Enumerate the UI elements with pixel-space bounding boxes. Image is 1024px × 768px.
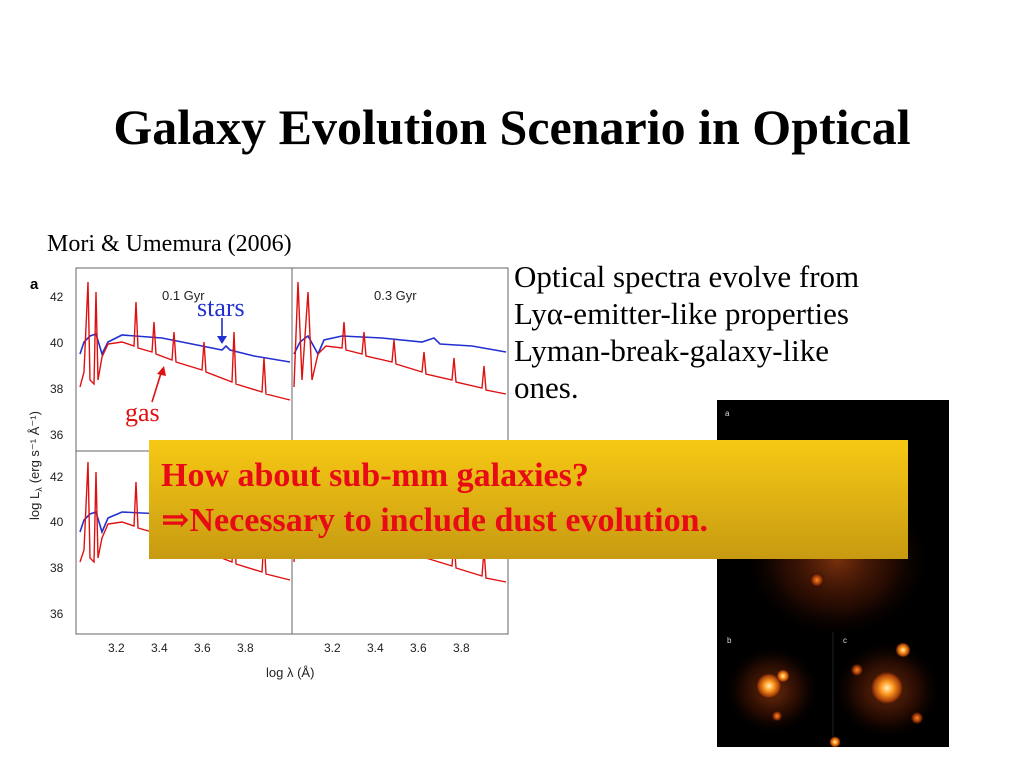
y-tick-42-bottom: 42 [50,470,64,484]
x-tick-3.4-right: 3.4 [367,641,384,655]
x-tick-3.6-right: 3.6 [410,641,427,655]
gas-spectrum-panel-2 [293,281,507,395]
y-axis-label-main: log L [27,492,42,520]
x-tick-3.6-left: 3.6 [194,641,211,655]
gas-arrow [151,369,163,403]
x-tick-3.2-right: 3.2 [324,641,341,655]
callout-line-2: ⇒Necessary to include dust evolution. [161,498,908,543]
callout-line-1: How about sub-mm galaxies? [161,457,589,494]
panel-label-0.1-gyr: 0.1 Gyr [162,288,205,303]
body-line-4: ones. [514,370,579,405]
y-axis-label-sub: λ [34,487,44,492]
x-axis-label: log λ (Å) [266,665,314,680]
sim-blob-b1 [755,672,783,700]
x-tick-3.4-left: 3.4 [151,641,168,655]
body-line-2: Lyα-emitter-like properties [514,295,984,332]
panel-label-0.3-gyr: 0.3 Gyr [374,288,417,303]
callout-line-2-text: Necessary to include dust evolution. [189,502,709,539]
y-tick-38-top: 38 [50,382,64,396]
x-tick-3.8-left: 3.8 [237,641,254,655]
panel-letter: a [30,276,39,293]
alpha-symbol: α [546,296,563,331]
sim-label-b: b [727,636,732,645]
sim-label-a: a [725,409,730,418]
stars-label: stars [197,293,245,322]
y-axis-label: log Lλ (erg s⁻¹ Å⁻¹) [27,411,44,520]
sim-blob-c2 [895,642,911,658]
y-tick-36-top: 36 [50,428,64,442]
y-tick-36-bottom: 36 [50,607,64,621]
gas-spectrum-panel-1 [79,281,291,401]
body-line-3: Lyman-break-galaxy-like [514,333,830,368]
y-tick-42-top: 42 [50,290,64,304]
body-line-2-prefix: Ly [514,296,547,331]
body-text: Optical spectra evolve from Lyα-emitter-… [514,258,984,406]
sim-label-c: c [843,636,847,645]
stars-spectrum-panel-2 [293,334,507,356]
stars-spectrum-panel-1 [79,332,291,363]
citation: Mori & Umemura (2006) [47,231,292,257]
body-line-2-suffix: -emitter-like properties [562,296,849,331]
implies-arrow-icon: ⇒ [161,502,190,539]
slide-title: Galaxy Evolution Scenario in Optical [113,99,911,155]
y-tick-38-bottom: 38 [50,561,64,575]
gas-label: gas [125,398,160,427]
sim-blob-c5 [829,736,841,747]
sim-blob-b3 [771,710,783,722]
y-tick-40-bottom: 40 [50,515,64,529]
gas-arrowhead [157,366,166,376]
x-tick-3.8-right: 3.8 [453,641,470,655]
sim-blob-c4 [910,711,924,725]
callout-box: How about sub-mm galaxies? ⇒Necessary to… [149,440,908,559]
x-tick-3.2-left: 3.2 [108,641,125,655]
body-line-1: Optical spectra evolve from [514,259,860,294]
y-axis-label-units: (erg s⁻¹ Å⁻¹) [27,411,42,483]
stars-arrowhead [217,336,227,344]
sim-blob-c3 [850,663,864,677]
sim-blob-b2 [776,669,790,683]
sim-blob-a2 [809,572,825,588]
sim-blob-c1 [869,670,905,706]
y-tick-40-top: 40 [50,336,64,350]
